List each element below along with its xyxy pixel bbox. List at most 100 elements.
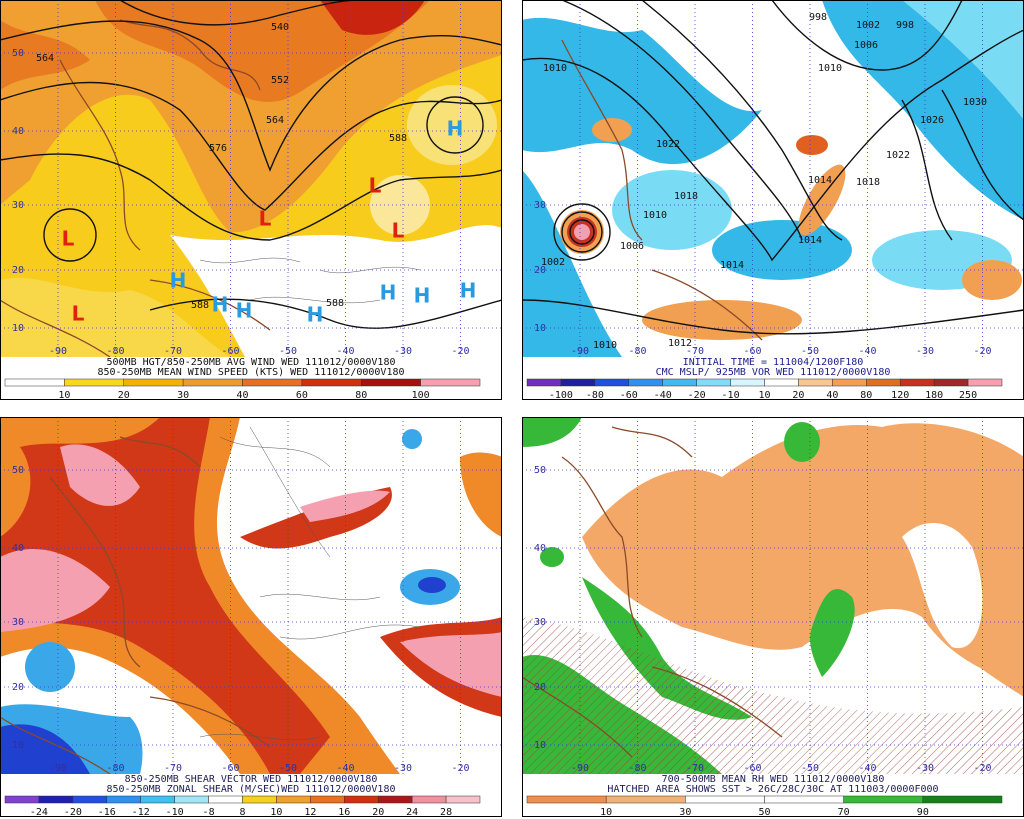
lon-label: -70 <box>686 346 704 357</box>
colorbar-segment <box>242 795 277 804</box>
colorbar-label: 30 <box>177 390 189 401</box>
lon-label: -60 <box>221 763 239 774</box>
colorbar-segment <box>764 795 844 804</box>
contour-label: 1010 <box>643 210 667 221</box>
colorbar-segment <box>208 795 243 804</box>
colorbar-label: -10 <box>166 807 184 818</box>
contour-label: 564 <box>36 53 54 64</box>
colorbar-label: 10 <box>270 807 282 818</box>
pressure-center-label: H <box>380 281 397 305</box>
caption-line: 850-250MB ZONAL SHEAR (M/SEC)WED 111012/… <box>107 784 396 795</box>
colorbar-segment <box>182 378 243 387</box>
lon-label: -30 <box>916 763 934 774</box>
colorbar-segment <box>420 378 481 387</box>
contour-label: 564 <box>266 115 284 126</box>
caption-line: 850-250MB MEAN WIND SPEED (KTS) WED 1110… <box>97 367 404 378</box>
lat-label: 50 <box>12 465 24 476</box>
lat-label: 20 <box>534 682 546 693</box>
map <box>522 0 1024 357</box>
colorbar-label: 250 <box>959 390 977 401</box>
colorbar-segment <box>106 795 141 804</box>
map <box>0 0 502 357</box>
lon-label: -60 <box>221 346 239 357</box>
colorbar-label: 100 <box>412 390 430 401</box>
colorbar-label: 20 <box>372 807 384 818</box>
lon-label: -90 <box>571 763 589 774</box>
colorbar-segment <box>967 378 1003 387</box>
lat-label: 30 <box>534 200 546 211</box>
contour-label: 1030 <box>963 97 987 108</box>
colorbar-segment <box>730 378 765 387</box>
colorbar-segment <box>310 795 345 804</box>
colorbar-segment <box>445 795 481 804</box>
pressure-center-label: H <box>460 279 477 303</box>
contour-label: 1006 <box>620 241 644 252</box>
caption-background <box>0 774 502 817</box>
contour-label: 998 <box>896 20 914 31</box>
pressure-center-label: H <box>447 117 464 141</box>
colorbar-segment <box>361 378 421 387</box>
colorbar-label: -12 <box>132 807 150 818</box>
contour-label: 1012 <box>668 338 692 349</box>
lat-label: 40 <box>534 543 546 554</box>
lon-label: -50 <box>801 763 819 774</box>
panel-border <box>0 417 502 817</box>
contour-label: 552 <box>271 75 289 86</box>
colorbar-segment <box>843 795 924 804</box>
colorbar-label: 20 <box>792 390 804 401</box>
colorbar-label: -10 <box>722 390 740 401</box>
contour-label: 1014 <box>720 260 744 271</box>
lat-label: 40 <box>12 126 24 137</box>
lat-label: 30 <box>12 617 24 628</box>
panel: 50 40 30 20 10 -90 -80 -70 -60 -50 -40 -30 -20 850-25… <box>0 417 502 818</box>
lon-label: -20 <box>451 346 469 357</box>
colorbar-segment <box>526 795 607 804</box>
colorbar-label: -20 <box>688 390 706 401</box>
lat-label: 10 <box>12 740 24 751</box>
colorbar-label: -8 <box>203 807 215 818</box>
lon-label: -20 <box>973 763 991 774</box>
colorbar-segment <box>4 378 65 387</box>
contour-label: 588 <box>326 298 344 309</box>
pressure-center-label: H <box>414 284 431 308</box>
caption-line: 850-250MB SHEAR VECTOR WED 111012/0000V1… <box>125 774 378 785</box>
colorbar-segment <box>377 795 413 804</box>
lon-label: -50 <box>279 346 297 357</box>
colorbar-segment <box>64 378 124 387</box>
pressure-center-label: H <box>170 269 187 293</box>
pressure-center-label: H <box>307 303 324 327</box>
colorbar-label: 8 <box>239 807 245 818</box>
lat-label: 30 <box>534 617 546 628</box>
contour-label: 1010 <box>543 63 567 74</box>
colorbar-segment <box>922 795 1003 804</box>
panel: 50 40 30 20 10 -90 -80 -70 -60 -50 -40 -30 -20 564 540… <box>0 0 502 401</box>
contour-label: 1014 <box>798 235 822 246</box>
colorbar-label: -100 <box>549 390 573 401</box>
lon-label: -90 <box>49 763 67 774</box>
colorbar-label: -40 <box>654 390 672 401</box>
lat-label: 10 <box>534 740 546 751</box>
lon-label: -40 <box>336 763 354 774</box>
colorbar-label: 10 <box>600 807 612 818</box>
lon-label: -60 <box>743 763 761 774</box>
panel-border <box>0 0 502 400</box>
lon-label: -60 <box>743 346 761 357</box>
pressure-center-label: L <box>259 207 272 231</box>
colorbar-segment <box>696 378 731 387</box>
lon-label: -30 <box>394 346 412 357</box>
pressure-center-label: L <box>369 174 382 198</box>
contour-label: 1022 <box>656 139 680 150</box>
caption-line: HATCHED AREA SHOWS SST > 26C/28C/30C AT … <box>607 784 938 795</box>
colorbar-label: -16 <box>98 807 116 818</box>
pressure-center-label: L <box>72 302 85 326</box>
contour-label: 1026 <box>920 115 944 126</box>
colorbar-segment <box>866 378 901 387</box>
colorbar-segment <box>301 378 362 387</box>
colorbar-label: 180 <box>925 390 943 401</box>
lat-label: 50 <box>534 465 546 476</box>
colorbar-label: -24 <box>30 807 48 818</box>
colorbar-label: 40 <box>236 390 248 401</box>
colorbar-segment <box>594 378 630 387</box>
lon-label: -40 <box>858 763 876 774</box>
colorbar-label: -60 <box>620 390 638 401</box>
